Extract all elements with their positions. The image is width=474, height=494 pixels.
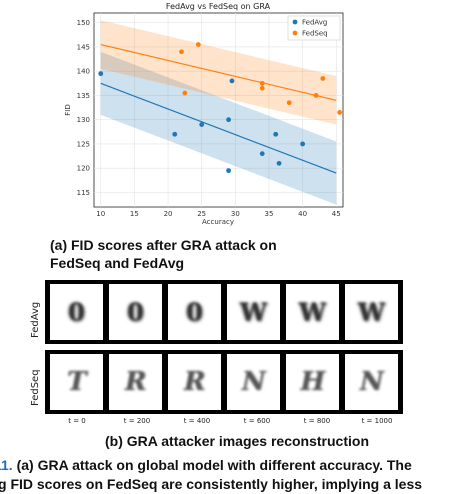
y-tick-label-115: 115: [77, 189, 90, 197]
time-label: t = 800: [303, 417, 331, 425]
point-fedavg-3: [226, 117, 231, 123]
caption-a: (a) FID scores after GRA attack on FedSe…: [50, 236, 277, 272]
point-fedavg-9: [300, 141, 306, 147]
reconstruction-image: 0: [168, 284, 221, 340]
reconstruction-row-fedavg: 0 0 0 W W W: [45, 280, 403, 344]
point-fedseq-2: [195, 42, 201, 47]
trend-line-fedavg: [100, 82, 337, 174]
point-fedseq-6: [313, 93, 319, 98]
reconstruction-image: N: [345, 354, 398, 410]
x-tick-label-25: 25: [197, 210, 206, 218]
time-label: t = 400: [183, 417, 211, 425]
reconstruction-glyph: H: [300, 367, 325, 397]
reconstruction-image: R: [109, 354, 162, 410]
reconstruction-glyph: W: [240, 297, 267, 327]
legend-label-fedseq: FedSeq: [302, 30, 328, 38]
reconstruction-glyph: R: [124, 367, 147, 397]
row-label-fedavg: FedAvg: [30, 301, 41, 338]
point-fedavg-1: [172, 131, 178, 137]
legend-marker-fedavg: [292, 19, 298, 25]
legend-box: [287, 15, 341, 41]
time-label: t = 0: [68, 417, 86, 425]
point-fedavg-5: [229, 78, 235, 84]
reconstruction-image: H: [286, 354, 339, 410]
time-label: t = 200: [123, 417, 151, 425]
caption-a-line1: (a) FID scores after GRA attack on: [50, 237, 277, 253]
x-axis-label: Accuracy: [202, 218, 234, 226]
x-tick-label-40: 40: [298, 210, 307, 218]
y-axis-label: FID: [64, 104, 72, 115]
data-points: [98, 42, 343, 174]
reconstruction-glyph: N: [359, 367, 384, 397]
row-label-fedseq: FedSeq: [30, 369, 41, 406]
legend-label-fedavg: FedAvg: [302, 19, 327, 27]
y-tick-label-145: 145: [77, 43, 90, 51]
y-tick-label-150: 150: [77, 19, 90, 27]
reconstruction-glyph: 0: [186, 297, 203, 327]
reconstruction-image: W: [345, 284, 398, 340]
point-fedseq-4: [259, 85, 265, 91]
point-fedseq-5: [286, 100, 292, 106]
reconstruction-image: W: [286, 284, 339, 340]
axis-ticks: 10 15 20 25 30 35 40 45 115 120 125 130 135 140 145 150: [77, 19, 341, 218]
reconstruction-glyph: W: [299, 297, 326, 327]
reconstruction-glyph: N: [241, 367, 266, 397]
reconstruction-image: W: [227, 284, 280, 340]
trend-lines: [100, 43, 337, 174]
x-tick-label-30: 30: [231, 210, 240, 218]
time-labels: t = 0 t = 200 t = 400 t = 600 t = 800 t = 100…: [45, 417, 403, 429]
x-tick-label-45: 45: [332, 210, 341, 218]
legend-marker-fedseq: [292, 30, 298, 36]
x-tick-label-20: 20: [164, 210, 173, 218]
fid-scatter-chart: 10 15 20 25 30 35 40 45 115 120 125 130 135 140 145 150…: [64, 2, 344, 226]
point-fedavg-4: [226, 168, 231, 174]
reconstruction-glyph: T: [66, 367, 87, 397]
point-fedseq-3: [259, 80, 265, 86]
figure-caption-text: (a) GRA attack on global model with diff…: [16, 457, 412, 473]
point-fedavg-0: [98, 71, 104, 77]
reconstruction-glyph: 0: [68, 297, 85, 327]
figure-caption-line1: 11. (a) GRA attack on global model with …: [0, 456, 474, 475]
point-fedavg-6: [259, 151, 265, 157]
trend-line-fedseq: [100, 43, 337, 101]
point-fedavg-2: [199, 122, 205, 127]
figure-caption: 11. (a) GRA attack on global model with …: [0, 456, 474, 494]
reconstruction-glyph: 0: [127, 297, 144, 327]
figure-number: 11.: [0, 457, 13, 473]
point-fedavg-8: [276, 160, 282, 166]
reconstruction-image: R: [168, 354, 221, 410]
reconstruction-glyph: R: [183, 367, 206, 397]
y-tick-label-125: 125: [77, 140, 90, 148]
point-fedseq-0: [179, 49, 184, 55]
point-fedseq-8: [337, 110, 343, 115]
y-tick-label-140: 140: [77, 68, 90, 76]
time-label: t = 600: [243, 417, 271, 425]
y-tick-label-120: 120: [77, 165, 90, 173]
point-fedseq-7: [320, 76, 326, 81]
x-tick-label-10: 10: [96, 210, 105, 218]
y-tick-label-130: 130: [77, 116, 90, 124]
time-label: t = 1000: [361, 417, 393, 425]
plot-area: [93, 12, 344, 208]
reconstruction-image: N: [227, 354, 280, 410]
figure-caption-line2: g FID scores on FedSeq are consistently …: [0, 476, 423, 492]
grid-lines: [94, 13, 343, 207]
reconstruction-glyph: W: [358, 297, 385, 327]
point-fedavg-7: [273, 131, 279, 137]
reconstruction-image: 0: [50, 284, 103, 340]
reconstruction-image: T: [50, 354, 103, 410]
legend: FedAvg FedSeq: [287, 15, 341, 41]
caption-a-line2: FedSeq and FedAvg: [50, 255, 185, 271]
x-tick-label-15: 15: [130, 210, 139, 218]
point-fedseq-1: [182, 90, 188, 96]
reconstruction-image: 0: [109, 284, 162, 340]
x-tick-label-35: 35: [265, 210, 274, 218]
y-tick-label-135: 135: [77, 92, 90, 100]
chart-title: FedAvg vs FedSeq on GRA: [166, 2, 271, 11]
caption-b: (b) GRA attacker images reconstruction: [105, 433, 369, 449]
